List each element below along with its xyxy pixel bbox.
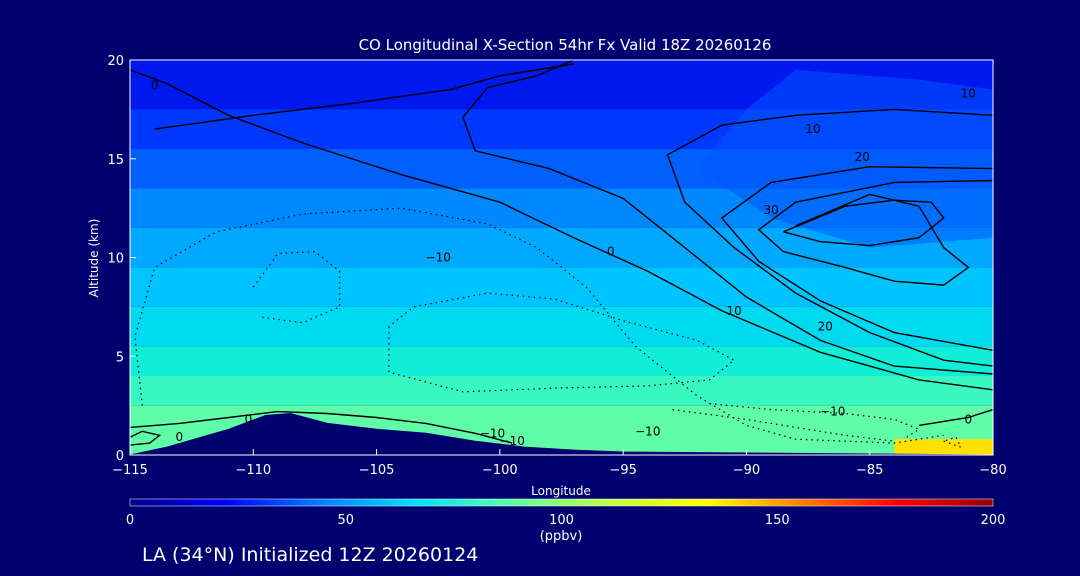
contour-line-solid xyxy=(757,179,993,286)
field-band xyxy=(130,267,993,307)
field-band xyxy=(130,346,993,376)
colorbar-tick-label: 0 xyxy=(126,513,134,528)
terrain-mask xyxy=(129,412,994,456)
x-tick-label: −115 xyxy=(112,463,148,478)
contour-label: 0 xyxy=(245,412,253,426)
upper-intrusion xyxy=(697,69,993,248)
contour-label: 10 xyxy=(726,304,741,318)
x-axis: −115 −110 −105 −100 −95 −90 −85 −80 xyxy=(112,449,1007,478)
contour-label: 20 xyxy=(818,320,833,334)
contour-label: −10 xyxy=(480,426,505,440)
high-co-region xyxy=(894,439,993,455)
x-tick-label: −95 xyxy=(609,463,636,478)
contour-line-solid xyxy=(130,430,162,446)
contour-line-dotted xyxy=(672,409,895,442)
y-tick-label: 15 xyxy=(107,153,124,168)
colorbar-tick-label: 200 xyxy=(981,513,1006,528)
contour-line-solid xyxy=(154,63,574,130)
contour-line-dotted xyxy=(252,250,341,324)
colorbar-ticks: 0 50 100 150 200 xyxy=(126,513,1006,528)
y-axis-label: Altitude (km) xyxy=(87,219,101,298)
co-field xyxy=(130,60,993,455)
contour-line-solid xyxy=(130,69,993,391)
x-axis-label: Longitude xyxy=(531,484,591,498)
colorbar-tick-label: 150 xyxy=(765,513,790,528)
y-axis: 0 5 10 15 20 xyxy=(107,54,136,464)
footer-caption: LA (34°N) Initialized 12Z 20260124 xyxy=(142,544,478,566)
y-tick-label: 0 xyxy=(116,449,124,464)
chart-title: CO Longitudinal X-Section 54hr Fx Valid … xyxy=(359,36,772,54)
x-tick-label: −85 xyxy=(856,463,883,478)
contour-label: 0 xyxy=(964,412,972,426)
contour-line-solid xyxy=(666,108,993,367)
contour-line-dotted xyxy=(134,207,944,444)
contour-label: −10 xyxy=(500,434,525,448)
contour-label: 10 xyxy=(961,87,976,101)
contour-label: 0 xyxy=(607,245,615,259)
x-tick-label: −100 xyxy=(482,463,518,478)
contour-line-dotted xyxy=(709,403,921,438)
x-tick-label: −90 xyxy=(733,463,760,478)
field-band xyxy=(130,306,993,347)
contour-label: 30 xyxy=(763,203,778,217)
contour-label: −10 xyxy=(820,405,845,419)
contour-line-dotted xyxy=(388,292,736,393)
y-tick-label: 20 xyxy=(107,54,124,69)
contour-line-solid xyxy=(720,165,993,351)
colorbar-unit-label: (ppbv) xyxy=(540,529,583,544)
contour-label: 20 xyxy=(855,150,870,164)
y-tick-label: 10 xyxy=(107,252,124,267)
contour-label: −10 xyxy=(426,251,451,265)
y-tick-label: 5 xyxy=(116,350,124,365)
contour-lines xyxy=(130,60,993,449)
x-tick-label: −110 xyxy=(235,463,271,478)
contour-line-solid xyxy=(130,410,513,444)
contour-label: −10 xyxy=(635,424,660,438)
contour-label: 0 xyxy=(151,79,159,93)
contour-line-solid xyxy=(462,60,993,375)
x-tick-label: −105 xyxy=(359,463,395,478)
x-tick-label: −80 xyxy=(979,463,1006,478)
contour-label: 0 xyxy=(175,430,183,444)
contour-line-solid xyxy=(783,199,945,247)
colorbar-tick-label: 100 xyxy=(549,513,574,528)
field-band xyxy=(130,376,993,406)
colorbar: 0 50 100 150 200 (ppbv) xyxy=(126,498,1006,544)
colorbar-gradient xyxy=(129,498,994,507)
contour-label: 10 xyxy=(805,122,820,136)
colorbar-tick-label: 50 xyxy=(337,513,354,528)
contour-line-solid xyxy=(918,408,993,427)
